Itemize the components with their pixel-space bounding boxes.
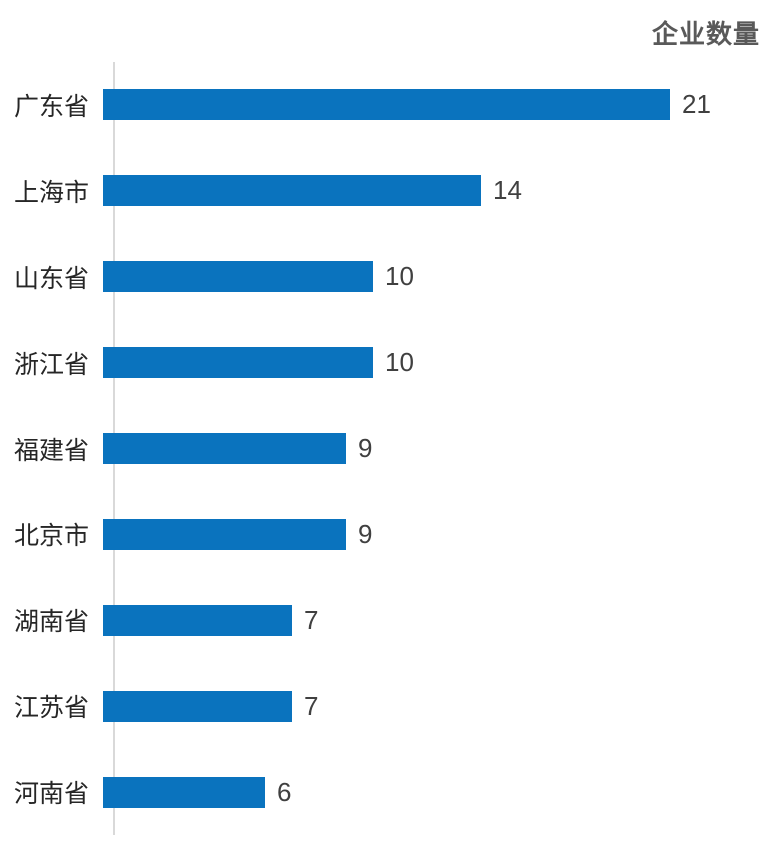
value-label: 9 bbox=[358, 433, 373, 463]
category-label: 山东省 bbox=[14, 265, 90, 293]
bar bbox=[103, 175, 481, 207]
bar-row: 浙江省 10 bbox=[0, 320, 772, 406]
value-label: 9 bbox=[358, 518, 373, 549]
value-label: 10 bbox=[385, 261, 414, 292]
bar-row: 广东省 21 bbox=[0, 62, 772, 148]
bar bbox=[103, 776, 265, 808]
bar-row: 湖南省 7 bbox=[0, 577, 772, 663]
value-label: 14 bbox=[493, 175, 522, 206]
category-label: 河南省 bbox=[14, 781, 90, 809]
chart-title: 企业数量 bbox=[651, 19, 760, 49]
bar-row: 福建省 9 bbox=[0, 406, 772, 492]
value-label: 7 bbox=[304, 604, 319, 635]
bar bbox=[103, 433, 346, 464]
bar bbox=[103, 690, 292, 722]
bar-row: 上海市 14 bbox=[0, 148, 772, 234]
value-label: 6 bbox=[277, 776, 292, 807]
category-label: 广东省 bbox=[14, 93, 90, 121]
bar bbox=[103, 89, 670, 121]
bar bbox=[103, 347, 373, 379]
bar-row: 江苏省 7 bbox=[0, 663, 772, 749]
bar bbox=[103, 518, 346, 550]
bar-row: 北京市 9 bbox=[0, 491, 772, 577]
category-label: 浙江省 bbox=[14, 351, 90, 379]
value-label: 10 bbox=[385, 347, 414, 378]
plot-area: 广东省 21 上海市 14 山东省 10 浙江省 10 福建省 9 北京市 9 湖南省 7 江苏省 7 河南省 6 bbox=[0, 62, 772, 835]
bar-rows: 广东省 21 上海市 14 山东省 10 浙江省 10 福建省 9 北京市 9 湖南省 7 江苏省 7 河南省 6 bbox=[0, 62, 772, 835]
bar bbox=[103, 604, 292, 636]
value-label: 7 bbox=[304, 690, 319, 721]
value-label: 21 bbox=[682, 89, 711, 120]
category-label: 上海市 bbox=[14, 179, 90, 207]
bar bbox=[103, 261, 373, 293]
bar-row: 河南省 6 bbox=[0, 749, 772, 835]
category-label: 江苏省 bbox=[14, 695, 90, 723]
category-label: 湖南省 bbox=[14, 609, 90, 637]
category-label: 福建省 bbox=[14, 437, 90, 465]
bar-row: 山东省 10 bbox=[0, 234, 772, 320]
category-label: 北京市 bbox=[14, 523, 90, 551]
